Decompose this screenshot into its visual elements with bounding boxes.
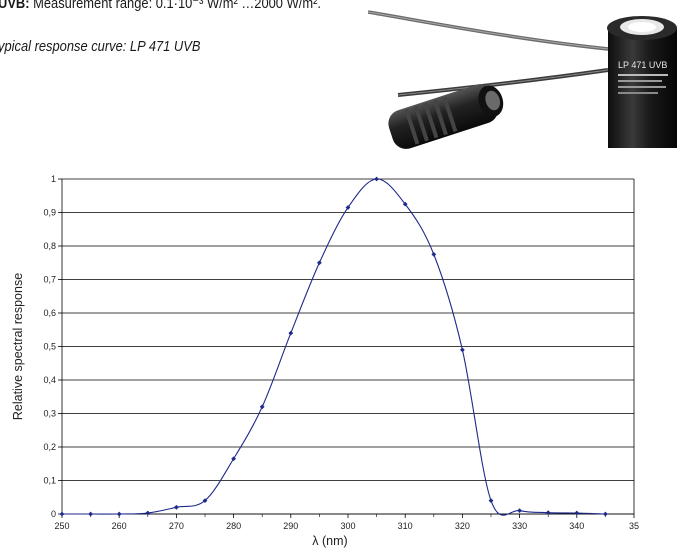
y-tick-label: 0,4 [43, 375, 56, 385]
y-tick-label: 0,7 [43, 275, 56, 285]
spectral-response-chart: 0 0,1 0,2 0,3 0,4 0,5 0,6 0,7 0,8 0,9 1 250 260 270 28… [11, 174, 639, 548]
y-tick-label: 0,6 [43, 308, 56, 318]
x-tick-label: 300 [340, 521, 355, 531]
data-point-marker [460, 347, 465, 353]
x-tick-label: 290 [283, 521, 298, 531]
y-tick-label: 0,9 [43, 208, 56, 218]
chart-caption: ypical response curve: LP 471 UVB [0, 38, 201, 55]
y-axis-title: Relative spectral response [11, 273, 25, 420]
y-tick-label: 0,2 [43, 442, 56, 452]
data-point-marker [545, 510, 551, 516]
data-point-marker [288, 330, 294, 336]
data-point-marker [259, 404, 265, 410]
data-point-marker [402, 201, 408, 207]
y-tick-label: 0,5 [43, 342, 56, 352]
sensor-label: LP 471 UVB [618, 60, 667, 70]
data-point-marker [317, 260, 322, 266]
data-point-marker [488, 498, 494, 503]
data-point-marker [345, 205, 351, 210]
x-tick-label: 35 [629, 521, 639, 531]
data-point-marker [517, 508, 522, 514]
data-point-marker [88, 511, 93, 517]
response-curve [62, 178, 606, 516]
y-tick-label: 1 [51, 174, 56, 184]
data-point-marker [202, 498, 208, 503]
data-point-marker [145, 510, 151, 516]
measurement-range-text: UVB: Measurement range: 0.1·10⁻³ W/m² …2… [0, 0, 321, 12]
data-point-marker [431, 251, 437, 257]
x-tick-label: 330 [512, 521, 527, 531]
x-tick-label: 260 [112, 521, 127, 531]
data-point-marker [174, 504, 179, 510]
range-value: Measurement range: 0.1·10⁻³ W/m² …2000 W… [29, 0, 321, 12]
data-point-marker [59, 511, 65, 517]
x-tick-label: 320 [455, 521, 470, 531]
y-tick-label: 0,3 [43, 409, 56, 419]
data-point-marker [603, 511, 608, 517]
x-tick-label: 250 [54, 521, 69, 531]
x-tick-label: 340 [569, 521, 584, 531]
x-tick-label: 270 [169, 521, 184, 531]
x-tick-label: 280 [226, 521, 241, 531]
y-tick-label: 0 [51, 509, 56, 519]
data-point-marker [374, 176, 379, 182]
x-tick-label: 310 [398, 521, 413, 531]
y-tick-label: 0,8 [43, 241, 56, 251]
data-point-marker [231, 456, 236, 462]
x-axis-title: λ (nm) [312, 534, 347, 548]
data-point-marker [574, 510, 580, 516]
range-label: UVB: [0, 0, 30, 12]
data-point-marker [116, 511, 122, 517]
y-tick-label: 0,1 [43, 476, 56, 486]
sensor-probe-photo: LP 471 UVB [368, 10, 677, 149]
